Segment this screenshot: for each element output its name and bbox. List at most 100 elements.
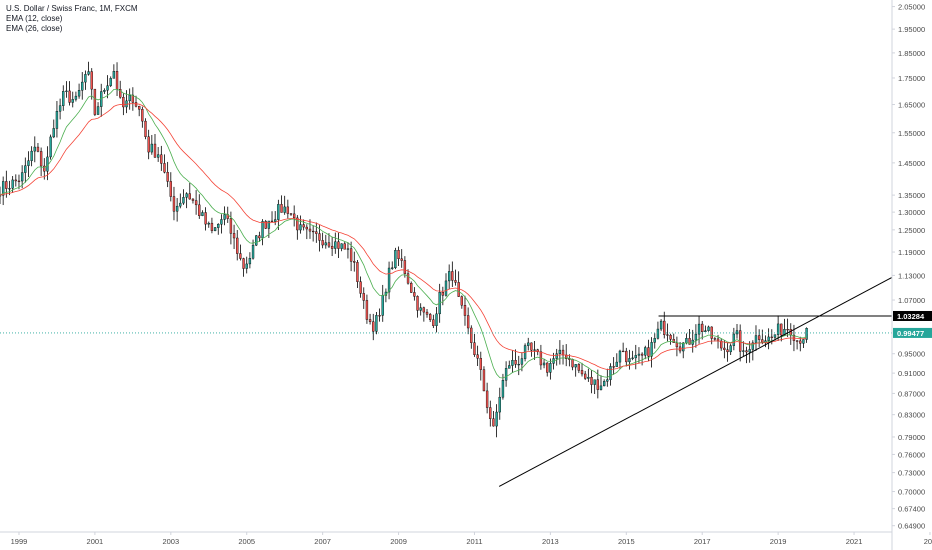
candle xyxy=(628,349,631,370)
candle-body xyxy=(30,150,33,161)
candle-body xyxy=(343,243,346,250)
candle-body xyxy=(795,340,799,342)
candle-body xyxy=(311,230,315,233)
candle-body xyxy=(150,143,154,153)
candle-body xyxy=(422,307,426,313)
candle-body xyxy=(444,280,448,296)
candle xyxy=(106,75,109,99)
x-tick-label: 2009 xyxy=(390,537,407,546)
candle xyxy=(466,307,470,335)
candle xyxy=(39,147,43,177)
candle-body xyxy=(501,380,505,398)
candle-body xyxy=(682,342,685,352)
candle-body xyxy=(87,71,90,75)
y-tick-label: 2.05000 xyxy=(898,3,925,12)
candle xyxy=(264,219,267,230)
candle-body xyxy=(590,376,593,385)
candle-body xyxy=(169,181,172,197)
candle xyxy=(650,337,653,368)
candle xyxy=(315,222,318,243)
candle xyxy=(780,323,783,342)
candle-body xyxy=(726,349,729,353)
y-tick-label: 1.13000 xyxy=(898,271,925,280)
candle-body xyxy=(466,315,470,329)
candle-body xyxy=(321,240,324,246)
candle xyxy=(274,211,277,226)
candle xyxy=(144,118,147,140)
candle xyxy=(292,205,296,227)
candle-body xyxy=(742,350,745,352)
candle xyxy=(179,193,182,209)
candle-body xyxy=(213,227,217,231)
candle-body xyxy=(239,253,242,259)
candle xyxy=(754,325,758,351)
candle xyxy=(720,338,723,351)
support-trendline xyxy=(498,276,893,487)
candle-body xyxy=(672,339,675,343)
candle-body xyxy=(767,336,770,341)
candle xyxy=(349,241,353,272)
candle xyxy=(776,315,780,341)
candle-body xyxy=(46,156,49,172)
candle-body xyxy=(391,267,394,269)
candle xyxy=(185,192,188,209)
candle xyxy=(656,321,660,340)
candle-body xyxy=(495,411,498,427)
candle-body xyxy=(723,347,726,350)
candle xyxy=(697,316,701,344)
candle xyxy=(223,206,226,226)
candle xyxy=(198,194,201,219)
candle-body xyxy=(261,221,264,239)
candle-body xyxy=(372,321,375,332)
candle-body xyxy=(776,323,780,335)
x-tick-label: 1999 xyxy=(11,537,28,546)
candle-body xyxy=(33,146,36,152)
price-tag-label: 1.03284 xyxy=(897,312,925,321)
candle xyxy=(489,400,492,427)
candle-body xyxy=(24,165,27,173)
candle xyxy=(81,72,84,100)
candle-body xyxy=(381,295,384,316)
candle xyxy=(425,309,429,318)
candle xyxy=(470,325,473,349)
candle xyxy=(527,337,530,351)
candle-body xyxy=(780,323,783,336)
candle-body xyxy=(805,328,808,340)
candle xyxy=(644,345,647,360)
candle xyxy=(68,81,71,106)
candle xyxy=(90,68,93,100)
drawings-layer xyxy=(0,276,893,487)
legend-ema-slow: EMA (26, close) xyxy=(6,24,63,33)
candle-body xyxy=(280,204,283,213)
candle-body xyxy=(115,71,119,90)
candle xyxy=(476,345,479,367)
candle-body xyxy=(131,94,135,103)
candle-body xyxy=(283,206,286,213)
candle-body xyxy=(103,90,106,92)
candle xyxy=(109,76,112,88)
candle xyxy=(207,221,210,228)
candle-body xyxy=(637,353,641,356)
price-tag-label: 0.99477 xyxy=(897,329,924,338)
candle xyxy=(280,195,283,213)
candle-body xyxy=(697,323,701,335)
candles-layer xyxy=(0,61,808,438)
y-tick-label: 0.87000 xyxy=(898,389,925,398)
candle xyxy=(653,333,656,349)
candle-body xyxy=(188,193,191,200)
candle xyxy=(767,328,770,350)
candle-body xyxy=(546,362,549,373)
candle xyxy=(232,224,236,249)
x-tick-label: 2007 xyxy=(314,537,331,546)
candle-body xyxy=(1,181,5,196)
candle-body xyxy=(599,385,603,390)
candle-body xyxy=(52,128,55,138)
candle-body xyxy=(362,293,365,301)
candle-body xyxy=(577,364,581,371)
y-tick-label: 1.25000 xyxy=(898,226,925,235)
candle-body xyxy=(17,180,21,182)
y-tick-label: 0.79000 xyxy=(898,433,925,442)
candle-body xyxy=(606,379,609,382)
candle-body xyxy=(470,327,473,343)
